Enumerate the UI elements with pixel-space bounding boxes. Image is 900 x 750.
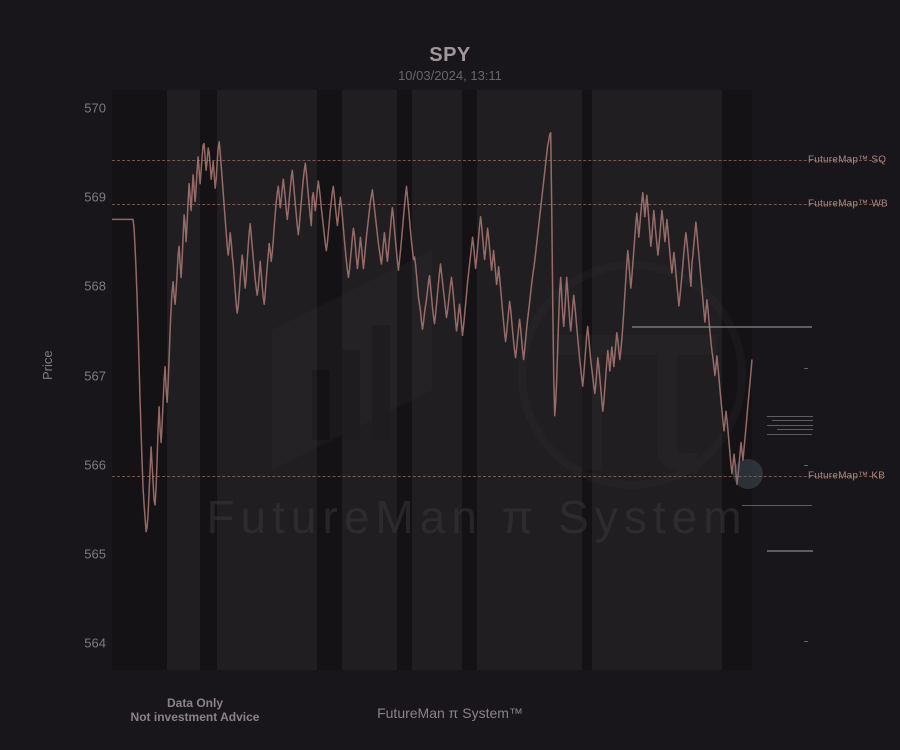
grey-level-segment [772,420,813,421]
price-line [112,90,752,670]
right-minitick [804,641,808,642]
right-minitick [804,368,808,369]
reference-line [112,204,882,205]
y-tick: 567 [46,368,106,383]
plot-area: FutureMan π System 564565566567568569570… [112,90,752,670]
spot-marker [733,459,763,489]
y-tick: 570 [46,100,106,115]
y-tick: 564 [46,636,106,651]
grey-level-segment [767,425,813,426]
reference-line [112,160,882,161]
reference-line [112,476,882,477]
grey-level-segment [632,326,812,328]
y-tick: 566 [46,457,106,472]
right-minitick [804,465,808,466]
reference-line-label: FutureMap™ WB [808,199,888,210]
grey-level-segment [777,429,813,430]
chart-title: SPY [0,44,900,67]
chart-subtitle: 10/03/2024, 13:11 [0,68,900,83]
grey-level-segment [767,550,813,552]
figure: SPY 10/03/2024, 13:11 Price FutureMan π … [0,0,900,750]
reference-line-label: FutureMap™ KB [808,471,885,482]
grey-level-segment [742,505,812,506]
reference-line-label: FutureMap™ SQ [808,155,886,166]
y-tick: 569 [46,190,106,205]
grey-level-segment [767,434,812,435]
footer-system: FutureMan π System™ [0,705,900,721]
y-tick: 565 [46,547,106,562]
grey-level-segment [767,416,813,417]
y-tick: 568 [46,279,106,294]
